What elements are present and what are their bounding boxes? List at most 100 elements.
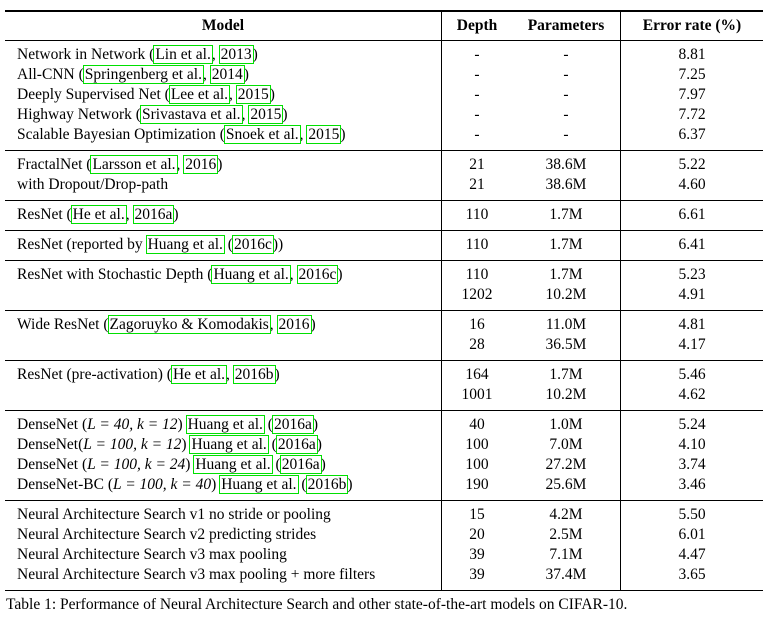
table-row: Neural Architecture Search v3 max poolin… [5,565,763,591]
citation-link[interactable]: 2015 [306,125,342,144]
depth-cell: 15 [441,500,512,525]
model-cell: ResNet with Stochastic Depth (Huang et a… [5,260,442,285]
error-rate-cell: 6.01 [678,526,706,543]
citation-link[interactable]: 2016a [275,435,318,454]
error-rate-cell: 4.17 [678,336,706,353]
table-row: DenseNet(L = 100, k = 12) Huang et al. (… [5,435,763,455]
model-name-text: ) [320,456,326,473]
hyperparameters: L = 40, k = 12 [87,416,178,433]
table-row: Neural Architecture Search v3 max poolin… [5,545,763,565]
depth-cell: 21 [441,150,512,175]
header-model: Model [5,10,442,41]
table-row: Network in Network (Lin et al., 2013) - -8… [5,40,763,65]
depth-cell: - [474,66,480,83]
citation-link[interactable]: 2016b [305,475,349,494]
citation-link[interactable]: Larsson et al. [90,155,178,174]
citation-link[interactable]: 2016a [132,205,175,224]
parameters-cell: 36.5M [512,335,621,361]
model-name-text: DenseNet( [17,436,84,453]
citation-link[interactable]: Huang et al. [145,235,225,254]
model-cell: Deeply Supervised Net (Lee et al., 2015) [5,85,442,105]
citation-link[interactable]: Zagoruyko & Komodakis [107,315,271,334]
citation-link[interactable]: 2016c [296,265,339,284]
citation-link[interactable]: Springenberg et al. [82,65,204,84]
model-name-text: Neural Architecture Search v3 max poolin… [17,566,376,583]
model-cell: Neural Architecture Search v3 max poolin… [5,565,442,591]
table-row: with Dropout/Drop-path 21 38.6M 4.60 [5,175,763,201]
citation-link[interactable]: Snoek et al. [223,125,301,144]
model-name-text: ( [271,456,281,473]
depth-cell: 190 [465,476,489,493]
model-name-text: DenseNet-BC ( [17,476,113,493]
citation-link[interactable]: Srivastava et al. [139,105,243,124]
header-depth: Depth [441,10,512,41]
error-rate-cell: 6.37 [678,126,706,143]
error-rate-cell: 7.97 [678,86,706,103]
model-cell: Scalable Bayesian Optimization (Snoek et… [5,125,442,151]
model-name-text: Network in Network ( [17,46,155,63]
parameters-cell: 1.0M [512,410,621,435]
hyperparameters: L = 100, k = 24 [87,456,186,473]
model-name-text: )) [272,236,284,253]
depth-cell: 100 [465,436,489,453]
parameters-cell: 38.6M [512,150,621,175]
model-name-text: ResNet (pre-activation) ( [17,366,172,383]
depth-cell: 16 [441,310,512,335]
model-name-text: ) [243,66,249,83]
model-name-text: ) [340,126,346,143]
table-row: 28 36.5M 4.17 [5,335,763,361]
citation-link[interactable]: He et al. [70,205,127,224]
parameters-cell: 27.2M [512,455,621,475]
citation-link[interactable]: 2015 [235,85,271,104]
error-rate-cell: 5.50 [620,500,763,525]
table-row: ResNet with Stochastic Depth (Huang et a… [5,260,763,285]
error-rate-cell: 7.25 [678,66,706,83]
citation-link[interactable]: Huang et al. [219,475,299,494]
model-name-text: , [125,206,134,223]
parameters-cell: 7.1M [512,545,621,565]
parameters-cell: 38.6M [512,175,621,201]
hyperparameters: L = 100, k = 40 [113,476,212,493]
citation-link[interactable]: 2016c [231,235,274,254]
citation-link[interactable]: He et al. [170,365,228,384]
citation-link[interactable]: 2016a [279,455,322,474]
citation-link[interactable]: 2015 [248,105,284,124]
citation-link[interactable]: Huang et al. [189,435,269,454]
table-row: Deeply Supervised Net (Lee et al., 2015)… [5,85,763,105]
error-rate-cell: 5.24 [620,410,763,435]
citation-link[interactable]: 2016 [276,315,312,334]
error-rate-cell: 4.47 [678,546,706,563]
citation-link[interactable]: Huang et al. [193,455,273,474]
depth-cell: 20 [469,526,485,543]
model-name-text: , [226,366,234,383]
parameters-cell: 1.7M [512,360,621,385]
depth-cell: 39 [469,546,485,563]
citation-link[interactable]: Lin et al. [153,45,213,64]
parameters-cell: - [512,85,621,105]
depth-cell: 28 [469,336,485,353]
parameters-cell: 10.2M [512,285,621,311]
model-name-text: ) [310,316,316,333]
model-name-text: Wide ResNet ( [17,316,109,333]
header-error-rate: Error rate (%) [620,10,763,41]
table-row: FractalNet (Larsson et al., 2016) 21 38.6M… [5,150,763,175]
model-name-text: , [211,46,220,63]
parameters-cell: 1.7M [512,200,621,231]
model-name-text: , [299,126,308,143]
parameters-cell: - [512,105,621,125]
table-row: Neural Architecture Search v2 predicting… [5,525,763,545]
parameters-cell: 37.4M [512,565,621,591]
citation-link[interactable]: 2016 [183,155,219,174]
table-row: ResNet (He et al., 2016a) 110 1.7M 6.61 [5,200,763,231]
citation-link[interactable]: 2014 [209,65,245,84]
citation-link[interactable]: 2013 [218,45,254,64]
parameters-cell: 4.2M [512,500,621,525]
parameters-cell: 1.7M [512,230,621,261]
citation-link[interactable]: Huang et al. [211,265,291,284]
citation-link[interactable]: Lee et al. [168,85,231,104]
depth-cell: - [441,40,512,65]
citation-link[interactable]: 2016b [232,365,276,384]
parameters-cell: - [512,125,621,151]
citation-link[interactable]: 2016a [271,415,314,434]
citation-link[interactable]: Huang et al. [185,415,265,434]
